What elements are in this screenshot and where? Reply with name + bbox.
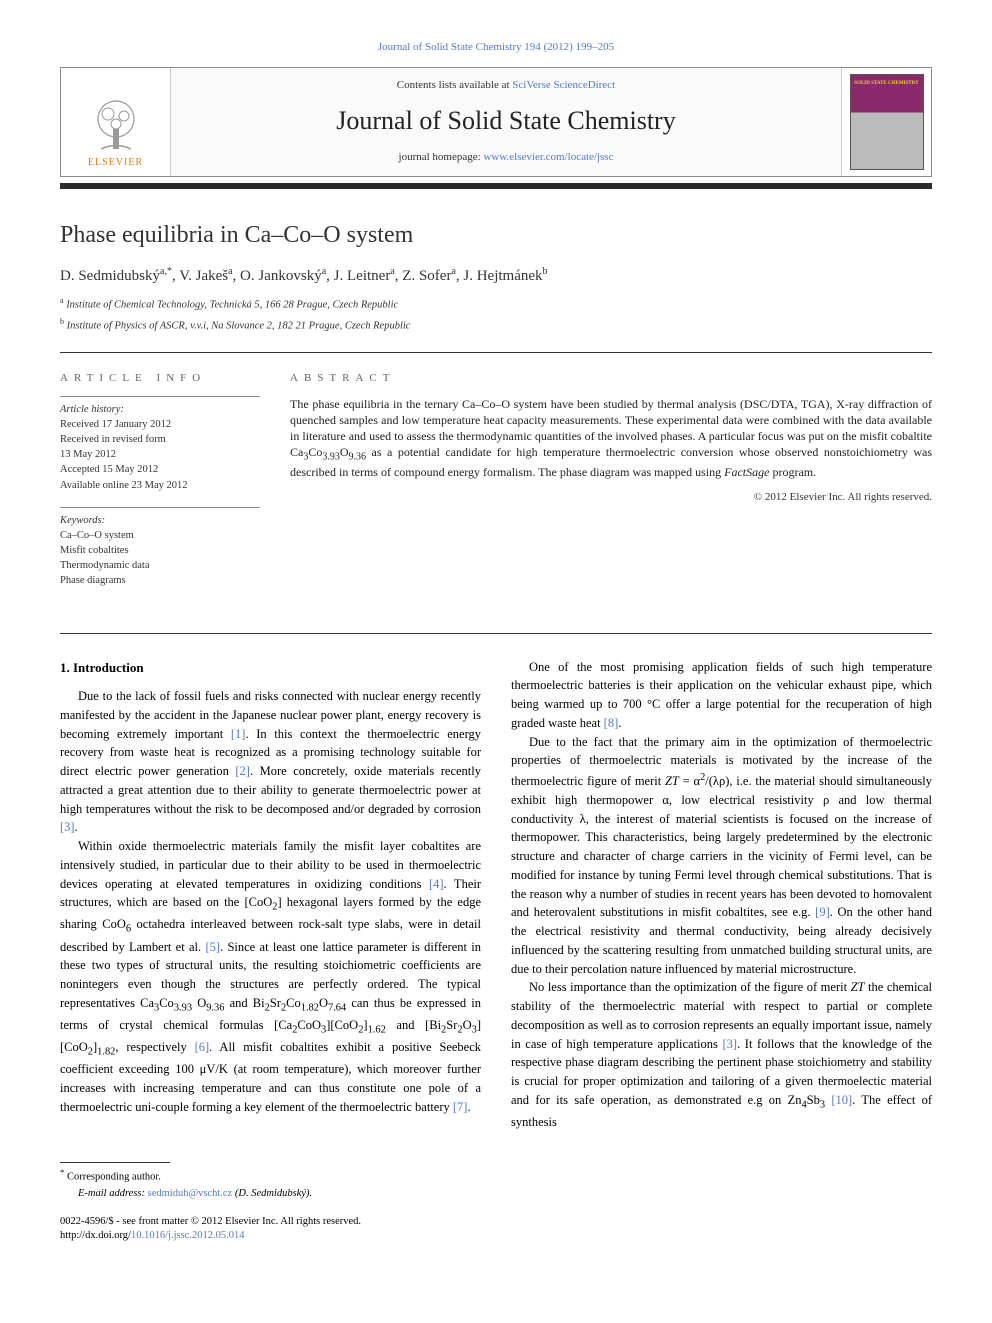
article-history: Article history: Received 17 January 201… <box>60 396 260 493</box>
footer: * Corresponding author. E-mail address: … <box>60 1162 932 1243</box>
revised-line2: 13 May 2012 <box>60 448 260 462</box>
header-dark-band <box>60 183 932 189</box>
doi-line: http://dx.doi.org/10.1016/j.jssc.2012.05… <box>60 1229 932 1243</box>
journal-name: Journal of Solid State Chemistry <box>336 103 675 138</box>
homepage-line: journal homepage: www.elsevier.com/locat… <box>399 150 614 165</box>
body-para-5: No less importance than the optimization… <box>511 978 932 1131</box>
keywords-block: Keywords: Ca–Co–O system Misfit cobaltit… <box>60 507 260 589</box>
body-para-2: Within oxide thermoelectric materials fa… <box>60 837 481 1116</box>
received-date: Received 17 January 2012 <box>60 418 260 432</box>
affiliation-b: b Institute of Physics of ASCR, v.v.i, N… <box>60 317 932 334</box>
author-4[interactable]: J. Leitnera <box>334 268 395 284</box>
homepage-prefix: journal homepage: <box>399 151 484 163</box>
body-para-3: One of the most promising application fi… <box>511 658 932 733</box>
publisher-name: ELSEVIER <box>88 156 143 170</box>
author-6[interactable]: J. Hejtmánekb <box>463 268 547 284</box>
accepted-date: Accepted 15 May 2012 <box>60 463 260 477</box>
rule-top <box>60 352 932 353</box>
citation-link[interactable]: Journal of Solid State Chemistry 194 (20… <box>60 40 932 55</box>
ref-3b[interactable]: [3] <box>722 1037 737 1051</box>
body-para-4: Due to the fact that the primary aim in … <box>511 733 932 979</box>
keyword-1: Ca–Co–O system <box>60 529 260 543</box>
rule-mid <box>60 633 932 634</box>
journal-header-bar: ELSEVIER Contents lists available at Sci… <box>60 67 932 177</box>
article-title: Phase equilibria in Ca–Co–O system <box>60 219 932 251</box>
contents-prefix: Contents lists available at <box>397 79 512 91</box>
journal-cover-box: SOLID STATE CHEMISTRY <box>841 68 931 176</box>
ref-6[interactable]: [6] <box>195 1040 210 1054</box>
keyword-4: Phase diagrams <box>60 574 260 588</box>
author-3[interactable]: O. Jankovskýa <box>240 268 326 284</box>
keyword-2: Misfit cobaltites <box>60 544 260 558</box>
author-1[interactable]: D. Sedmidubskýa,* <box>60 268 172 284</box>
ref-8[interactable]: [8] <box>604 716 619 730</box>
online-date: Available online 23 May 2012 <box>60 479 260 493</box>
revised-line1: Received in revised form <box>60 433 260 447</box>
abstract-column: abstract The phase equilibria in the ter… <box>290 371 932 603</box>
ref-5[interactable]: [5] <box>205 940 220 954</box>
author-2[interactable]: V. Jakeša <box>179 268 232 284</box>
corresponding-author-note: * Corresponding author. <box>60 1167 932 1185</box>
cover-label: SOLID STATE CHEMISTRY <box>851 81 923 87</box>
sciencedirect-link[interactable]: SciVerse ScienceDirect <box>512 79 615 91</box>
keywords-label: Keywords: <box>60 514 260 528</box>
author-5[interactable]: Z. Sofera <box>402 268 456 284</box>
bottom-block: 0022-4596/$ - see front matter © 2012 El… <box>60 1215 932 1243</box>
ref-2[interactable]: [2] <box>235 764 250 778</box>
email-line: E-mail address: sedmidub@vscht.cz (D. Se… <box>78 1187 932 1201</box>
ref-1[interactable]: [1] <box>231 727 246 741</box>
email-link[interactable]: sedmidub@vscht.cz <box>148 1188 233 1199</box>
issn-line: 0022-4596/$ - see front matter © 2012 El… <box>60 1215 932 1229</box>
ref-4[interactable]: [4] <box>429 877 444 891</box>
keyword-3: Thermodynamic data <box>60 559 260 573</box>
section-1-heading: 1. Introduction <box>60 658 481 678</box>
ref-9[interactable]: [9] <box>815 905 830 919</box>
doi-link[interactable]: 10.1016/j.jssc.2012.05.014 <box>131 1230 244 1241</box>
affiliation-a: a Institute of Chemical Technology, Tech… <box>60 296 932 313</box>
homepage-link[interactable]: www.elsevier.com/locate/jssc <box>483 151 613 163</box>
author-list: D. Sedmidubskýa,*, V. Jakeša, O. Jankovs… <box>60 265 932 286</box>
body-two-column: 1. Introduction Due to the lack of fossi… <box>60 658 932 1132</box>
ref-7[interactable]: [7] <box>453 1100 468 1114</box>
article-info-column: article info Article history: Received 1… <box>60 371 260 603</box>
abstract-label: abstract <box>290 371 932 386</box>
publisher-logo-box: ELSEVIER <box>61 68 171 176</box>
elsevier-tree-icon <box>86 94 146 154</box>
journal-cover-thumbnail[interactable]: SOLID STATE CHEMISTRY <box>850 74 924 170</box>
info-label: article info <box>60 371 260 386</box>
history-label: Article history: <box>60 403 260 417</box>
elsevier-logo[interactable]: ELSEVIER <box>86 94 146 170</box>
body-para-1: Due to the lack of fossil fuels and risk… <box>60 687 481 837</box>
contents-line: Contents lists available at SciVerse Sci… <box>397 78 615 93</box>
abstract-text: The phase equilibria in the ternary Ca–C… <box>290 396 932 481</box>
abstract-copyright: © 2012 Elsevier Inc. All rights reserved… <box>290 490 932 505</box>
info-abstract-row: article info Article history: Received 1… <box>60 371 932 603</box>
header-center: Contents lists available at SciVerse Sci… <box>171 68 841 176</box>
ref-10[interactable]: [10] <box>831 1093 852 1107</box>
ref-3[interactable]: [3] <box>60 820 75 834</box>
footnote-rule <box>60 1162 170 1163</box>
